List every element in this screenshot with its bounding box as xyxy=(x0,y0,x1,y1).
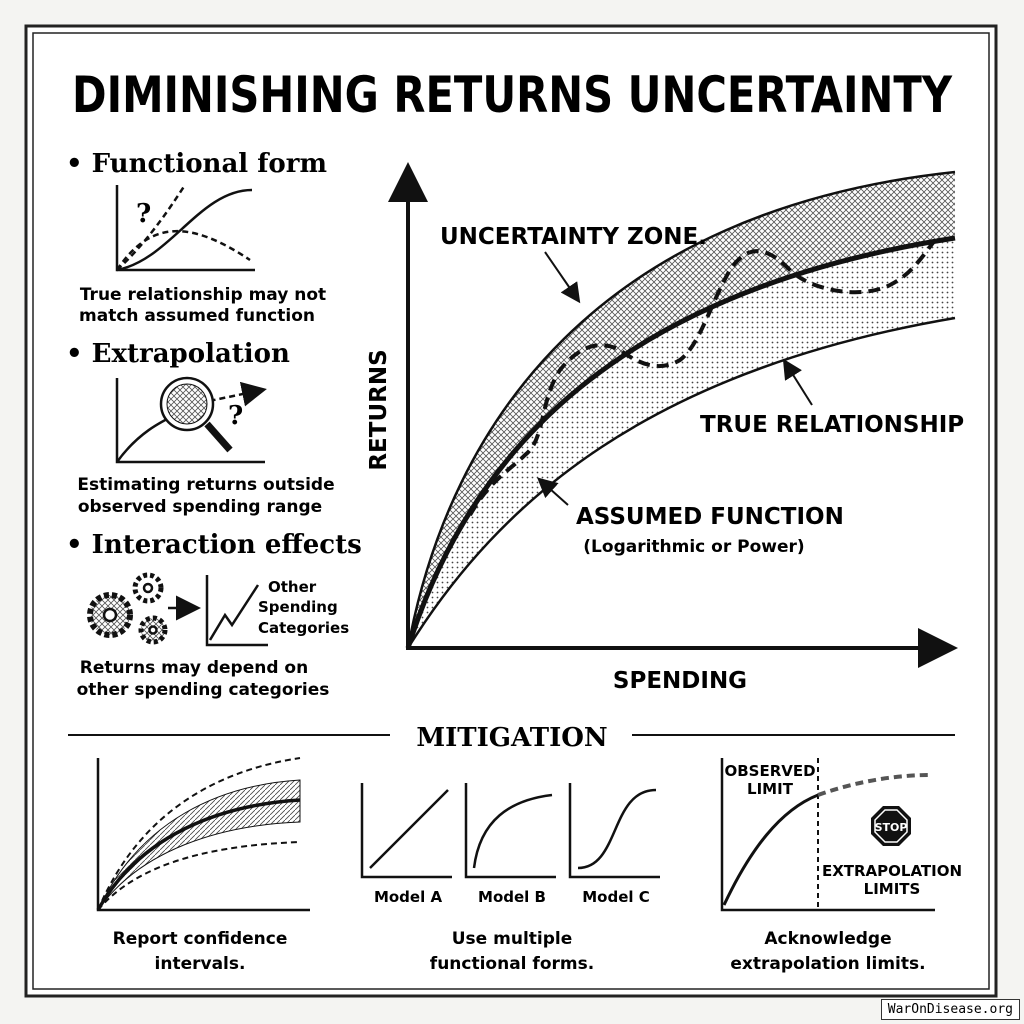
model-a-label: Model A xyxy=(374,888,443,906)
confidence-intervals-panel xyxy=(96,757,310,912)
stop-sign-icon xyxy=(871,806,911,846)
assumed-function-label: ASSUMED FUNCTION xyxy=(576,504,844,530)
question-mark-icon: ? xyxy=(136,199,151,229)
true-relationship-label: TRUE RELATIONSHIP xyxy=(700,412,964,438)
caption: intervals. xyxy=(155,954,246,974)
multiple-models-panel xyxy=(360,783,660,879)
caption: Use multiple xyxy=(452,929,573,949)
mini-chart-icon xyxy=(205,575,268,647)
model-b-label: Model B xyxy=(478,888,546,906)
mitigation-heading: MITIGATION xyxy=(416,723,607,753)
gears-icon xyxy=(87,572,168,645)
label: Other xyxy=(268,578,317,596)
extrapolation-limits-label: LIMITS xyxy=(864,880,921,898)
stop-text: STOP xyxy=(875,821,908,834)
caption: observed spending range xyxy=(78,497,322,517)
caption: extrapolation limits. xyxy=(730,954,925,974)
extrapolation-heading: • Extrapolation xyxy=(66,339,290,369)
label: Spending xyxy=(258,598,338,616)
caption: functional forms. xyxy=(430,954,594,974)
assumed-function-curve xyxy=(405,235,956,649)
main-chart: RETURNS SPENDING UNCERTAINTY ZONE. TRUE … xyxy=(366,162,964,694)
upper-bound-curve xyxy=(406,170,956,649)
caption: match assumed function xyxy=(79,306,315,326)
caption: other spending categories xyxy=(77,680,330,700)
uncertainty-band-lower xyxy=(408,238,955,648)
interaction-heading: • Interaction effects xyxy=(66,530,362,560)
true-relationship-curve xyxy=(468,238,937,516)
functional-form-heading: • Functional form xyxy=(66,149,327,179)
uncertainty-band-upper xyxy=(408,172,955,648)
footer-watermark[interactable]: WarOnDisease.org xyxy=(880,999,1020,1020)
assumed-function-sublabel: (Logarithmic or Power) xyxy=(583,537,804,557)
lower-bound-curve xyxy=(406,316,956,649)
magnifier-chart-icon xyxy=(115,376,267,464)
observed-limit-label: OBSERVED xyxy=(724,762,815,780)
caption: Returns may depend on xyxy=(80,658,308,678)
functional-form-icon xyxy=(115,184,255,272)
extrapolation-section: • Extrapolation ? Estimating returns out… xyxy=(66,339,335,517)
extrapolation-limits-label: EXTRAPOLATION xyxy=(822,862,962,880)
label: Categories xyxy=(258,619,349,637)
functional-form-section: • Functional form ? True relationship ma… xyxy=(66,149,327,326)
uncertainty-zone-label: UNCERTAINTY ZONE. xyxy=(440,224,707,250)
caption: Acknowledge xyxy=(764,929,891,949)
extrapolation-limits-panel xyxy=(720,758,935,912)
interaction-effects-section: • Interaction effects Other Spending Cat… xyxy=(66,530,362,700)
caption: Estimating returns outside xyxy=(77,475,334,495)
y-axis-label: RETURNS xyxy=(366,349,392,470)
page-title: DIMINISHING RETURNS UNCERTAINTY xyxy=(72,66,953,124)
x-axis-label: SPENDING xyxy=(613,668,747,694)
model-c-label: Model C xyxy=(582,888,650,906)
caption: True relationship may not xyxy=(80,285,326,305)
observed-limit-label: LIMIT xyxy=(747,780,794,798)
question-mark-icon: ? xyxy=(228,401,243,431)
caption: Report confidence xyxy=(113,929,288,949)
